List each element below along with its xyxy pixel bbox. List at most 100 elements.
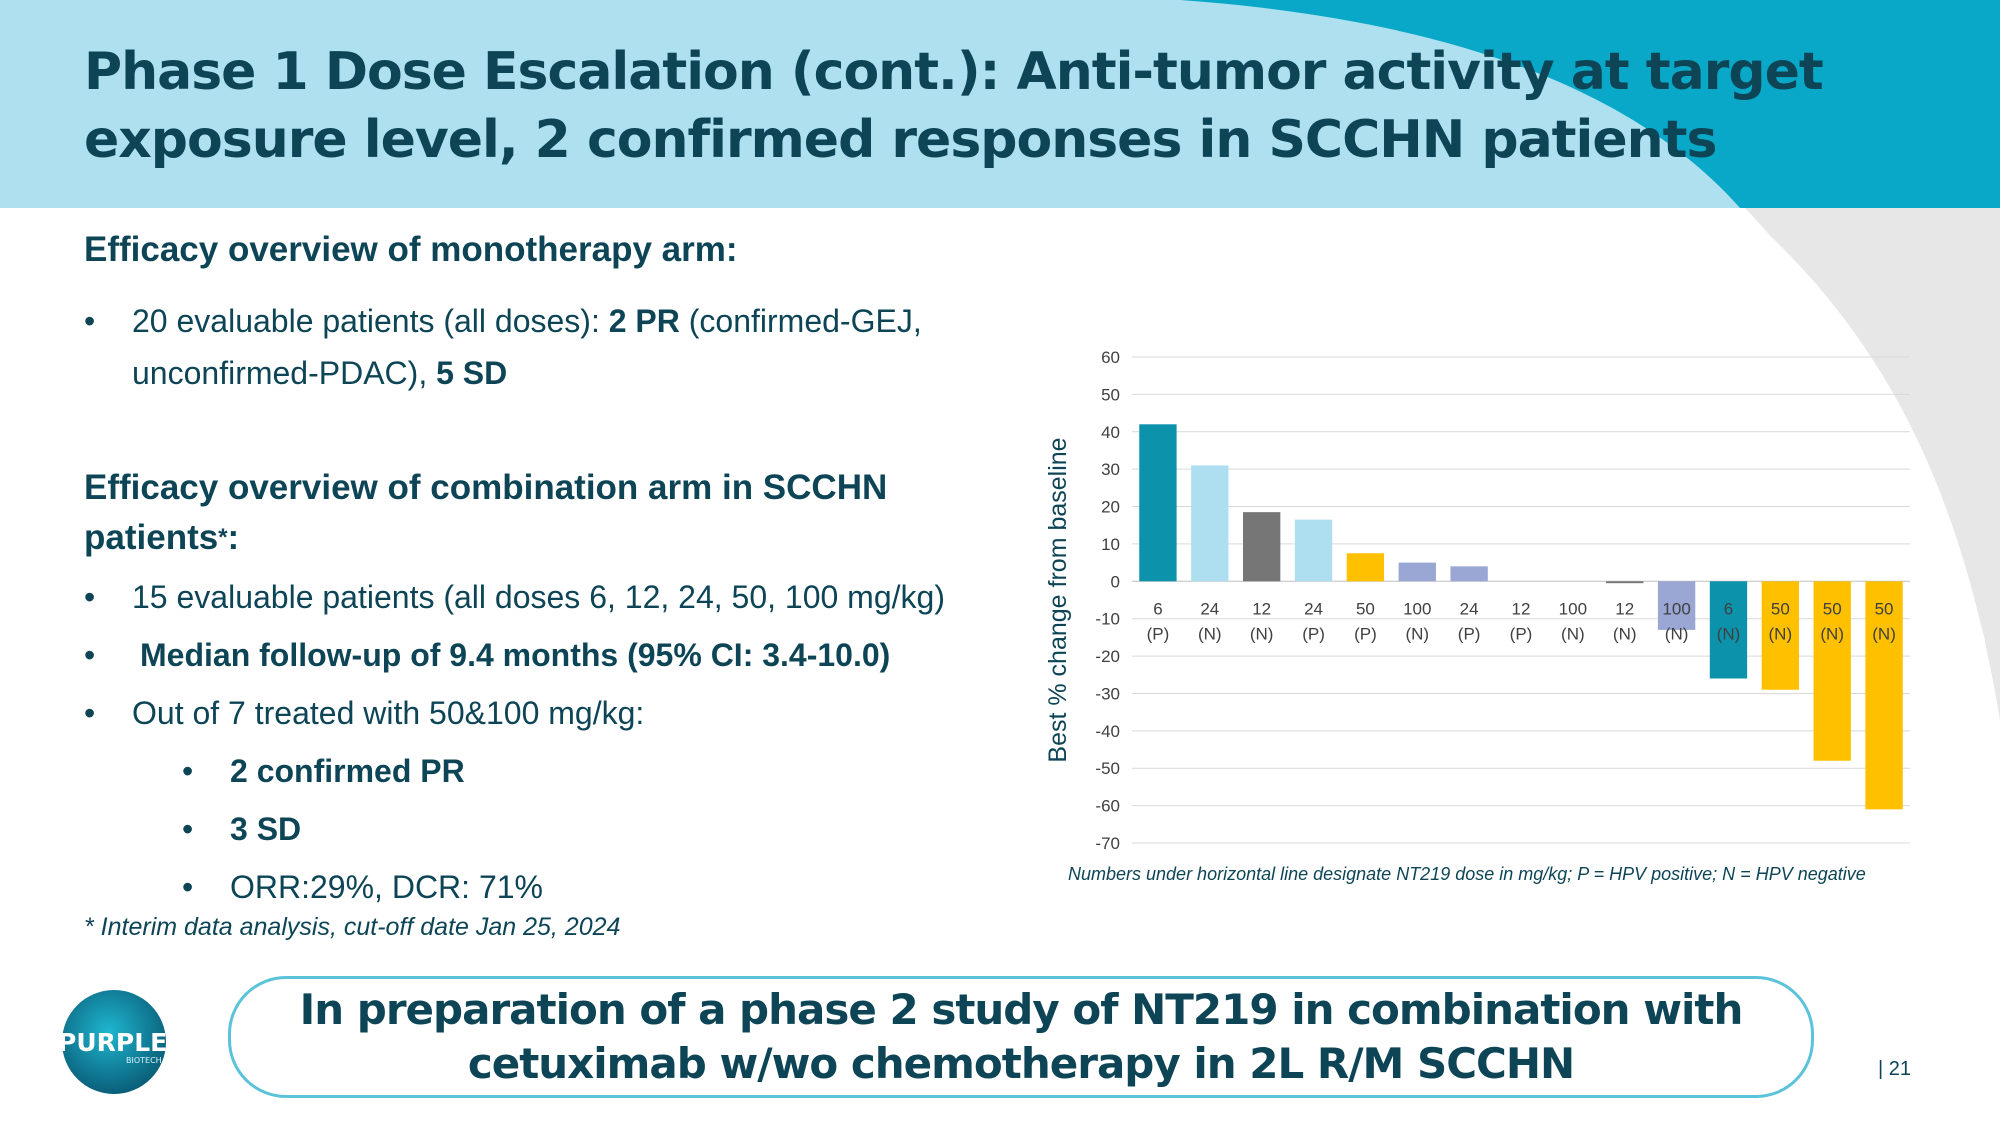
slide-title: Phase 1 Dose Escalation (cont.): Anti-tu… bbox=[84, 42, 1824, 170]
chart-note: Numbers under horizontal line designate … bbox=[1068, 864, 1866, 884]
bar bbox=[1606, 581, 1644, 584]
y-axis-label: Best % change from baseline bbox=[1044, 437, 1072, 762]
x-category-dose: 100 bbox=[1662, 599, 1690, 618]
x-category-hpv: (N) bbox=[1717, 624, 1741, 643]
y-tick-label: 10 bbox=[1101, 535, 1120, 554]
y-tick-label: -10 bbox=[1095, 610, 1120, 629]
left-text-column: Efficacy overview of monotherapy arm: • … bbox=[84, 225, 1024, 913]
x-category-hpv: (N) bbox=[1198, 624, 1222, 643]
logo-subtext: BIOTECH bbox=[126, 1056, 162, 1065]
x-category-dose: 6 bbox=[1153, 599, 1162, 618]
bullet-dot: • bbox=[182, 811, 194, 847]
footnote: * Interim data analysis, cut-off date Ja… bbox=[84, 913, 621, 941]
x-category-hpv: (N) bbox=[1665, 624, 1689, 643]
x-category-hpv: (N) bbox=[1405, 624, 1429, 643]
y-tick-label: 0 bbox=[1111, 572, 1120, 591]
waterfall-chart: 6050403020100-10-20-30-40-50-60-706(P)24… bbox=[1044, 348, 1910, 853]
mono-bullet-detail: (confirmed-GEJ, unconfirmed-PDAC), bbox=[132, 303, 922, 391]
y-tick-label: -40 bbox=[1095, 722, 1120, 741]
x-category-dose: 24 bbox=[1304, 599, 1323, 618]
bullet-dot: • bbox=[84, 579, 96, 615]
bar bbox=[1346, 553, 1385, 582]
x-category-dose: 50 bbox=[1771, 599, 1790, 618]
y-tick-label: -20 bbox=[1095, 647, 1120, 666]
x-category-hpv: (N) bbox=[1872, 624, 1896, 643]
bar bbox=[1139, 424, 1177, 582]
sub-bullet-pr-text: 2 confirmed PR bbox=[230, 753, 465, 789]
bar bbox=[1813, 581, 1851, 761]
bullet-dot: • bbox=[84, 637, 96, 673]
purple-logo: PURPLE BIOTECH bbox=[58, 990, 167, 1094]
monotherapy-heading-text: Efficacy overview of monotherapy arm bbox=[84, 230, 726, 269]
x-category-dose: 50 bbox=[1356, 599, 1375, 618]
bullet-dot: • bbox=[84, 303, 96, 339]
bar bbox=[1865, 581, 1903, 810]
bullet-dot: • bbox=[182, 869, 194, 905]
y-tick-label: 20 bbox=[1101, 498, 1120, 517]
x-category-dose: 24 bbox=[1460, 599, 1479, 618]
callout-banner: In preparation of a phase 2 study of NT2… bbox=[228, 976, 1814, 1098]
bar bbox=[1398, 562, 1436, 582]
bullet-dot: • bbox=[182, 753, 194, 789]
x-category-hpv: (P) bbox=[1354, 624, 1377, 643]
x-category-dose: 6 bbox=[1724, 599, 1733, 618]
bar bbox=[1294, 519, 1333, 582]
mono-bullet-text: 20 evaluable patients (all doses): bbox=[132, 303, 609, 339]
x-category-hpv: (N) bbox=[1820, 624, 1844, 643]
combination-heading-colon: : bbox=[227, 518, 240, 557]
combination-bullet-patients: • 15 evaluable patients (all doses 6, 12,… bbox=[84, 571, 1024, 623]
combination-bullet-followup: • Median follow-up of 9.4 months (95% CI:… bbox=[84, 629, 1024, 681]
header-teal-swoosh bbox=[1180, 0, 2000, 208]
sub-bullet-sd: • 3 SD bbox=[84, 803, 1024, 855]
x-category-hpv: (P) bbox=[1302, 624, 1325, 643]
y-tick-label: -70 bbox=[1095, 834, 1120, 853]
combo-treated-text: Out of 7 treated with 50&100 mg/kg: bbox=[132, 695, 645, 731]
combination-heading-text: Efficacy overview of combination arm in … bbox=[84, 468, 888, 557]
bar bbox=[1761, 581, 1800, 690]
banner-line-2: cetuximab w/wo chemotherapy in 2L R/M SC… bbox=[467, 1039, 1575, 1088]
sub-bullet-sd-text: 3 SD bbox=[230, 811, 302, 847]
banner-text: In preparation of a phase 2 study of NT2… bbox=[299, 983, 1744, 1091]
x-category-dose: 12 bbox=[1252, 599, 1271, 618]
page-number: | 21 bbox=[1878, 1058, 1911, 1080]
x-category-hpv: (P) bbox=[1147, 624, 1170, 643]
x-category-hpv: (N) bbox=[1250, 624, 1274, 643]
bar bbox=[1657, 581, 1696, 630]
combo-followup-text: Median follow-up of 9.4 months (95% CI: … bbox=[140, 637, 891, 673]
x-category-hpv: (N) bbox=[1613, 624, 1637, 643]
y-tick-label: 30 bbox=[1101, 460, 1120, 479]
x-category-dose: 100 bbox=[1559, 599, 1587, 618]
monotherapy-heading: Efficacy overview of monotherapy arm: bbox=[84, 225, 1024, 275]
logo-text: PURPLE bbox=[58, 1028, 167, 1057]
combination-heading-asterisk: * bbox=[218, 524, 228, 551]
x-category-dose: 50 bbox=[1823, 599, 1842, 618]
x-category-dose: 100 bbox=[1403, 599, 1431, 618]
mono-pr-count: 2 PR bbox=[608, 303, 680, 339]
x-category-dose: 12 bbox=[1512, 599, 1531, 618]
monotherapy-bullet: • 20 evaluable patients (all doses): 2 P… bbox=[84, 295, 1024, 399]
bar bbox=[1709, 581, 1748, 679]
bullet-dot: • bbox=[84, 695, 96, 731]
bar bbox=[1450, 566, 1488, 582]
bar bbox=[1191, 465, 1229, 582]
x-category-hpv: (N) bbox=[1561, 624, 1585, 643]
white-cutout bbox=[1700, 208, 1985, 760]
y-tick-label: -30 bbox=[1095, 684, 1120, 703]
mono-sd-count: 5 SD bbox=[436, 355, 508, 391]
combo-bullet-text: 15 evaluable patients (all doses 6, 12, … bbox=[132, 579, 945, 615]
x-category-hpv: (N) bbox=[1769, 624, 1793, 643]
x-category-hpv: (P) bbox=[1458, 624, 1481, 643]
monotherapy-heading-colon: : bbox=[725, 230, 738, 269]
banner-line-1: In preparation of a phase 2 study of NT2… bbox=[299, 985, 1744, 1034]
combination-bullet-treated: • Out of 7 treated with 50&100 mg/kg: bbox=[84, 687, 1024, 739]
sub-bullet-orr: • ORR:29%, DCR: 71% bbox=[84, 861, 1024, 913]
combination-heading: Efficacy overview of combination arm in … bbox=[84, 463, 1024, 563]
x-category-hpv: (P) bbox=[1510, 624, 1533, 643]
x-category-dose: 12 bbox=[1615, 599, 1634, 618]
y-tick-label: -60 bbox=[1095, 797, 1120, 816]
y-tick-label: -50 bbox=[1095, 759, 1120, 778]
y-tick-label: 40 bbox=[1101, 423, 1120, 442]
y-tick-label: 50 bbox=[1101, 385, 1120, 404]
x-category-dose: 24 bbox=[1200, 599, 1219, 618]
